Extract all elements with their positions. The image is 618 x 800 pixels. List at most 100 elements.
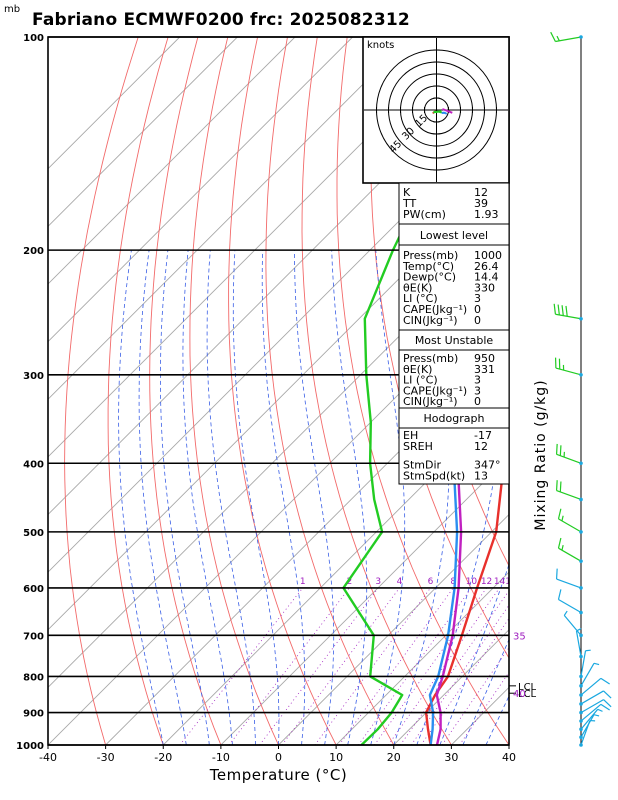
wind-barb-staff (556, 578, 582, 589)
most-unstable-label: CIN(Jkg⁻¹) (403, 395, 458, 408)
wind-barb-staff (563, 615, 582, 636)
lowest-level-value: 0 (474, 303, 481, 316)
lowest-level-label: LI (°C) (403, 292, 438, 305)
wind-barb-half-flag (561, 544, 564, 551)
wind-barb-dot (579, 743, 583, 747)
most-unstable-title: Most Unstable (415, 334, 494, 347)
most-unstable-value: 331 (474, 363, 495, 376)
x-tick-label: 20 (387, 751, 401, 764)
pressure-tick-label: 200 (23, 246, 44, 257)
hodograph-stat-value: 13 (474, 469, 488, 482)
hodograph-trace (442, 108, 453, 114)
hodograph-stat-label: StmSpd(kt) (403, 469, 465, 482)
dry-adiabat-line (189, 37, 279, 745)
most-unstable-label: LI (°C) (403, 374, 438, 387)
wind-barb-dot (579, 497, 583, 502)
pressure-tick-label: 500 (23, 528, 44, 539)
mixing-ratio-label: 16 (505, 577, 517, 587)
most-unstable-label: θE(K) (403, 363, 432, 376)
wind-barb-half-flag (593, 662, 600, 666)
dry-adiabat-line (64, 37, 139, 745)
wind-barb-dot (579, 735, 583, 740)
hodograph-stat-value: 12 (474, 440, 488, 453)
wind-barb-staff (555, 313, 582, 320)
x-axis-label: Temperature (°C) (209, 766, 347, 784)
lowest-level-label: Temp(°C) (402, 260, 454, 273)
wind-barb (579, 714, 600, 740)
index-value: 1.93 (474, 208, 499, 221)
wind-barb-staff (558, 518, 582, 533)
pressure-tick-label: 800 (23, 672, 44, 683)
lowest-level-title: Lowest level (420, 229, 488, 242)
lowest-level-value: 14.4 (474, 271, 499, 284)
mixing-ratio-label: 25 (544, 577, 555, 587)
wind-barb-staff (558, 599, 582, 614)
lcl-label: LCL (518, 689, 537, 700)
mixing-ratio-label: 1 (300, 577, 306, 587)
x-tick-label: 10 (329, 751, 343, 764)
x-tick-label: -20 (154, 751, 172, 764)
wind-barb-staff (580, 690, 604, 705)
dewpoint-line (342, 37, 492, 745)
isotherm-line (220, 456, 509, 745)
pressure-tick-label: 300 (23, 371, 44, 382)
wind-barb-dot (579, 727, 583, 732)
mixing-ratio-label: 30 (561, 577, 573, 587)
wind-barb-flag (603, 699, 612, 708)
wind-barb-flag (553, 303, 556, 315)
hodograph-trace (433, 109, 443, 114)
index-value: 12 (474, 186, 488, 199)
isotherm-line (48, 37, 469, 458)
pressure-tick-label: 900 (23, 709, 44, 720)
lowest-level-value: 1000 (474, 249, 502, 262)
moist-adiabat-line (331, 250, 368, 745)
mixing-ratio-label: 12 (481, 577, 492, 587)
moist-adiabat-line (138, 250, 187, 745)
mixing-ratio-line (228, 587, 350, 745)
wind-barb (553, 303, 583, 321)
hodograph-stat-label: EH (403, 429, 418, 442)
mixing-ratio-label: 14 (494, 577, 506, 587)
x-tick-label: 40 (502, 751, 516, 764)
isotherm-line (48, 37, 181, 170)
lowest-level-box (398, 223, 510, 331)
dry-adiabat-line (301, 37, 452, 745)
wind-barb-dot (579, 674, 583, 679)
wind-barb-staff (555, 36, 582, 43)
wind-barb (579, 708, 603, 732)
dry-adiabat-line (228, 37, 337, 745)
level-annotation-label: 35 (513, 631, 526, 642)
index-label: K (403, 186, 411, 199)
wind-barb (557, 537, 583, 563)
dry-adiabat-line (107, 37, 169, 745)
chart-title: Fabriano ECMWF0200 frc: 2025082312 (32, 10, 410, 30)
lowest-level-value: 0 (474, 314, 481, 327)
wind-barb-staff (580, 677, 602, 696)
wind-barb (579, 699, 612, 715)
isotherm-line (48, 168, 509, 631)
wind-barb-staff (580, 708, 599, 730)
moist-adiabat-line (294, 250, 335, 745)
wind-barb-half-flag (561, 515, 564, 522)
mixing-ratio-label: 20 (525, 577, 537, 587)
hodograph-unit-label: knots (367, 40, 394, 51)
mixing-ratio-line (441, 646, 509, 745)
wind-barb-flag (559, 481, 562, 492)
most-unstable-box (398, 329, 510, 409)
mixing-ratio-line (281, 587, 400, 745)
moist-adiabat-line (370, 250, 406, 745)
mixing-ratio-label: 4 (397, 577, 403, 587)
wind-barb-dot (579, 693, 583, 697)
wind-barb-staff (580, 699, 604, 714)
lowest-level-value: 3 (474, 292, 481, 305)
lcl-label: LCL (518, 682, 537, 693)
wind-barb-dot (579, 586, 583, 590)
wind-barb-dot (579, 654, 583, 659)
dry-adiabat-line (336, 37, 509, 745)
isotherm-line (48, 37, 353, 343)
lowest-level-value: 330 (474, 281, 495, 294)
wind-barb-half-flag (563, 610, 568, 616)
wind-barb (555, 480, 583, 502)
